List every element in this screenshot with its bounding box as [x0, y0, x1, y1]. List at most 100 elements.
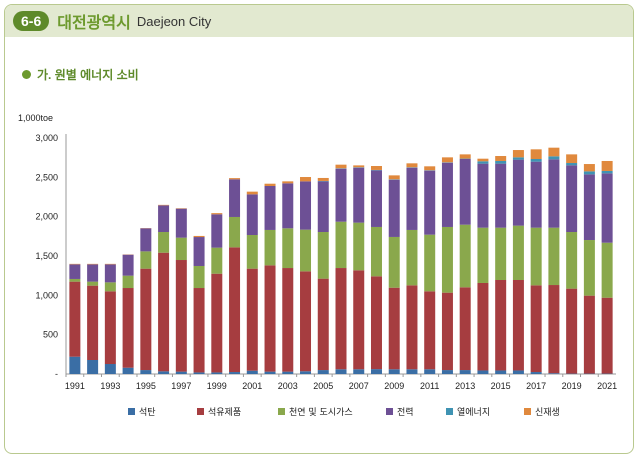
bar-segment-2013-신재생 — [459, 154, 471, 159]
y-tick-label: 1,500 — [35, 251, 58, 261]
bar-segment-2011-전력 — [424, 170, 436, 235]
bar-segment-1999-전력 — [211, 214, 223, 248]
bar-segment-2002-천연 및 도시가스 — [264, 229, 276, 266]
chart-panel: 6-6 대전광역시 Daejeon City — [4, 4, 634, 454]
x-tick-label: 1993 — [100, 381, 120, 391]
bar-segment-1993-천연 및 도시가스 — [104, 282, 116, 292]
bar-segment-1996-석탄 — [158, 371, 170, 374]
bar-segment-2017-석유제품 — [530, 285, 542, 373]
bar-segment-2006-천연 및 도시가스 — [335, 221, 347, 269]
bar-segment-2011-석유제품 — [424, 291, 436, 370]
bar-segment-2020-열에너지 — [583, 171, 595, 175]
legend-swatch — [128, 408, 135, 415]
y-tick-label: 2,000 — [35, 212, 58, 222]
bar-segment-2003-전력 — [282, 183, 294, 229]
bar-segment-2015-석탄 — [495, 370, 507, 374]
legend-swatch — [524, 408, 531, 415]
bar-segment-2015-천연 및 도시가스 — [495, 227, 507, 280]
bar-segment-2015-열에너지 — [495, 160, 507, 164]
bar-segment-2005-석탄 — [317, 370, 329, 374]
y-tick-label: 3,000 — [35, 133, 58, 143]
bar-segment-2002-석탄 — [264, 371, 276, 374]
bar-segment-1998-석유제품 — [193, 288, 205, 373]
bar-segment-2004-전력 — [300, 181, 312, 230]
legend-label: 전력 — [397, 406, 414, 418]
bar-segment-1993-석유제품 — [104, 291, 116, 365]
bar-segment-2018-석탄 — [548, 373, 560, 374]
legend-label: 석유제품 — [208, 407, 241, 418]
legend-swatch — [446, 408, 453, 415]
bar-segment-2005-석유제품 — [317, 278, 329, 371]
bar-segment-2007-천연 및 도시가스 — [353, 222, 365, 271]
y-axis-label: 1,000toe — [18, 113, 54, 123]
section-title-ko: 대전광역시 — [57, 15, 131, 32]
bar-segment-2007-석탄 — [353, 369, 365, 374]
legend-swatch — [197, 408, 204, 415]
bar-segment-2001-석유제품 — [246, 268, 258, 371]
bar-segment-2005-전력 — [317, 181, 329, 233]
x-tick-label: 1997 — [171, 381, 191, 391]
bar-segment-2004-천연 및 도시가스 — [300, 229, 312, 272]
x-tick-label: 2013 — [455, 381, 475, 391]
section-badge: 6-6 — [13, 11, 50, 31]
bar-segment-2012-석탄 — [441, 370, 453, 374]
chart-subtitle: 가. 원별 에너지 소비 — [22, 66, 139, 83]
x-tick-label: 2001 — [242, 381, 262, 391]
bar-segment-2009-석탄 — [388, 369, 400, 374]
bar-segment-1993-전력 — [104, 264, 116, 283]
bar-segment-2017-열에너지 — [530, 159, 542, 162]
bar-segment-2000-석탄 — [229, 372, 241, 374]
bar-segment-2014-석유제품 — [477, 282, 489, 371]
bar-segment-2006-석유제품 — [335, 268, 347, 370]
bar-segment-1997-석탄 — [175, 371, 187, 374]
bar-segment-1991-석유제품 — [69, 281, 81, 357]
bar-segment-2003-석탄 — [282, 371, 294, 374]
bar-segment-1991-전력 — [69, 264, 81, 279]
y-tick-label: - — [55, 369, 58, 379]
bar-segment-2012-신재생 — [441, 157, 453, 163]
y-tick-label: 1,000 — [35, 290, 58, 300]
x-tick-label: 1995 — [136, 381, 156, 391]
bar-segment-2021-신재생 — [601, 160, 613, 171]
bar-segment-2020-전력 — [583, 174, 595, 241]
bar-segment-2016-신재생 — [512, 150, 524, 158]
bar-segment-2010-천연 및 도시가스 — [406, 229, 418, 286]
bar-segment-2001-전력 — [246, 194, 258, 235]
bar-segment-1999-석탄 — [211, 372, 223, 374]
x-tick-label: 2003 — [278, 381, 298, 391]
bar-segment-2004-신재생 — [300, 177, 312, 182]
x-tick-label: 2009 — [384, 381, 404, 391]
bar-segment-2021-석유제품 — [601, 297, 613, 374]
bar-segment-1995-석탄 — [140, 370, 152, 374]
bar-segment-2018-열에너지 — [548, 156, 560, 160]
y-tick-label: 2,500 — [35, 172, 58, 182]
bar-segment-2020-신재생 — [583, 164, 595, 172]
bar-segment-2017-전력 — [530, 161, 542, 228]
x-tick-label: 2011 — [420, 381, 439, 391]
bar-segment-2009-천연 및 도시가스 — [388, 236, 400, 288]
bar-segment-2015-전력 — [495, 163, 507, 228]
bar-segment-2003-석유제품 — [282, 268, 294, 372]
bar-segment-2013-전력 — [459, 159, 471, 225]
bar-segment-1997-전력 — [175, 208, 187, 238]
bar-segment-2001-신재생 — [246, 191, 258, 195]
bar-segment-2000-신재생 — [229, 178, 241, 180]
bar-segment-2014-전력 — [477, 163, 489, 228]
bar-segment-2000-전력 — [229, 179, 241, 217]
bar-segment-2018-석유제품 — [548, 285, 560, 374]
bar-segment-1996-석유제품 — [158, 252, 170, 372]
bar-segment-1994-전력 — [122, 254, 134, 276]
bar-segment-1994-석탄 — [122, 367, 134, 374]
bar-segment-1996-전력 — [158, 205, 170, 233]
legend-swatch — [386, 408, 393, 415]
bar-segment-2016-석탄 — [512, 370, 524, 374]
bar-segment-2016-열에너지 — [512, 157, 524, 160]
legend-label: 천연 및 도시가스 — [289, 406, 353, 418]
bar-segment-2007-전력 — [353, 167, 365, 223]
bar-segment-2001-석탄 — [246, 370, 258, 374]
bar-segment-2006-신재생 — [335, 164, 347, 169]
x-tick-label: 1991 — [65, 381, 85, 391]
bar-segment-2015-석유제품 — [495, 279, 507, 371]
bar-segment-1992-전력 — [87, 264, 99, 282]
